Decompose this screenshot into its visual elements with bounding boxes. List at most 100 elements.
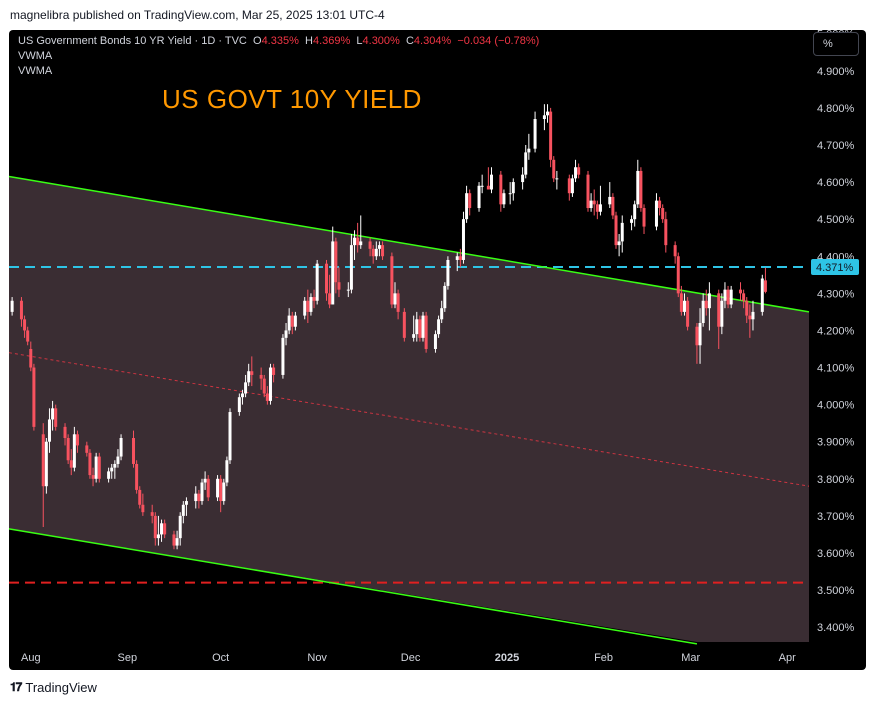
channel-lower-line (8, 528, 698, 645)
candle-body (346, 289, 350, 291)
candle-body (197, 493, 201, 502)
candle-body (371, 248, 375, 257)
candle-body (41, 434, 45, 487)
candle-body (440, 308, 444, 320)
percent-scale-button[interactable]: % (813, 32, 859, 56)
candle-body (443, 285, 447, 309)
candle-body (446, 259, 450, 286)
candle-body (570, 178, 574, 194)
candle-body (698, 323, 702, 346)
legend-symbol[interactable]: US Government Bonds 10 YR Yield · 1D · T… (18, 35, 247, 47)
current-price-badge (811, 259, 859, 276)
candle-body (633, 204, 637, 220)
candle-body (415, 319, 419, 335)
candle-body (374, 248, 378, 257)
candle-body (701, 300, 705, 324)
candle-body (359, 241, 363, 246)
candle-body (608, 196, 612, 205)
candle-body (412, 334, 416, 338)
candle-body (66, 438, 70, 461)
y-tick-label: 3.700% (817, 511, 855, 523)
candle-body (244, 382, 248, 394)
candle-body (268, 367, 272, 401)
y-tick-label: 3.400% (817, 622, 855, 634)
candle-body (636, 170, 640, 205)
candle-body (477, 185, 481, 209)
candle-body (664, 219, 668, 246)
candle-body (163, 523, 167, 535)
candle-body (26, 330, 30, 342)
candle-body (437, 319, 441, 335)
x-tick-label: Dec (401, 652, 421, 664)
y-tick-label: 4.700% (817, 140, 855, 152)
candle-body (262, 378, 266, 394)
candle-body (237, 397, 241, 413)
candle-body (595, 204, 599, 212)
candle-body (455, 256, 459, 260)
candle-body (97, 456, 101, 479)
candle-body (720, 300, 724, 327)
candle-body (240, 393, 244, 398)
candle-body (461, 219, 465, 260)
x-tick-label: Apr (779, 652, 796, 664)
candle-body (194, 493, 198, 502)
percent-scale-label: % (823, 38, 833, 50)
candle-body (549, 111, 553, 160)
candle-body (247, 371, 251, 383)
candle-body (54, 408, 58, 427)
candle-body (116, 456, 120, 464)
candle-body (200, 482, 204, 502)
candle-body (433, 334, 437, 349)
candle-body (91, 475, 95, 479)
y-tick-label: 4.100% (817, 363, 855, 375)
candle-body (620, 222, 624, 242)
candle-body (290, 315, 294, 327)
candle-body (63, 426, 67, 438)
candle-body (524, 152, 528, 175)
candle-body (175, 538, 179, 546)
candle-body (368, 241, 372, 249)
candle-body (396, 293, 400, 312)
study-vwma-1[interactable]: VWMA (18, 50, 53, 62)
candle-body (349, 245, 353, 290)
legend-close-label: C (405, 35, 414, 47)
candle-body (729, 289, 733, 305)
x-tick-label: Aug (21, 652, 41, 664)
candle-body (521, 174, 525, 183)
candle-body (315, 263, 319, 301)
footer-brand[interactable]: TradingView (25, 680, 97, 695)
candle-body (499, 174, 503, 205)
legend-open-value: 4.335% (261, 35, 299, 47)
candle-body (272, 367, 276, 375)
candle-body (552, 159, 556, 179)
tradingview-logo-icon[interactable]: 𝟏𝟕 (10, 680, 22, 694)
legend-low-label: L (356, 35, 363, 47)
publisher-line: magnelibra published on TradingView.com,… (10, 8, 385, 22)
candle-body (508, 193, 512, 195)
candle-body (356, 237, 360, 246)
y-tick-label: 4.900% (817, 66, 855, 78)
candle-body (32, 367, 36, 427)
candle-body (337, 282, 341, 290)
candle-body (184, 501, 188, 505)
candle-body (639, 170, 643, 209)
candle-body (695, 326, 699, 346)
candle-body (661, 208, 665, 220)
candle-body (69, 460, 73, 468)
candle-body (309, 297, 313, 312)
candle-body (250, 371, 254, 375)
candle-body (468, 193, 472, 209)
candle-body (206, 478, 210, 498)
candle-body (486, 185, 490, 190)
candle-body (284, 330, 288, 338)
candle-body (527, 148, 531, 153)
channel-fill (9, 176, 809, 642)
chart-annotation-text[interactable]: US GOVT 10Y YIELD (162, 84, 422, 114)
candle-body (489, 174, 493, 190)
y-tick-label: 4.800% (817, 103, 855, 115)
candle-body (287, 315, 291, 331)
candle-body (353, 237, 357, 246)
study-vwma-2[interactable]: VWMA (18, 65, 53, 77)
candle-body (306, 300, 310, 312)
